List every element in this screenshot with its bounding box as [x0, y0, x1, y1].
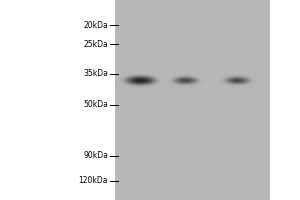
Text: 50kDa: 50kDa — [83, 100, 108, 109]
Bar — [115, 0, 270, 200]
Text: 25kDa: 25kDa — [83, 40, 108, 49]
Text: 35kDa: 35kDa — [83, 69, 108, 78]
Text: 20kDa: 20kDa — [83, 21, 108, 30]
Text: 90kDa: 90kDa — [83, 151, 108, 160]
Text: 120kDa: 120kDa — [79, 176, 108, 185]
